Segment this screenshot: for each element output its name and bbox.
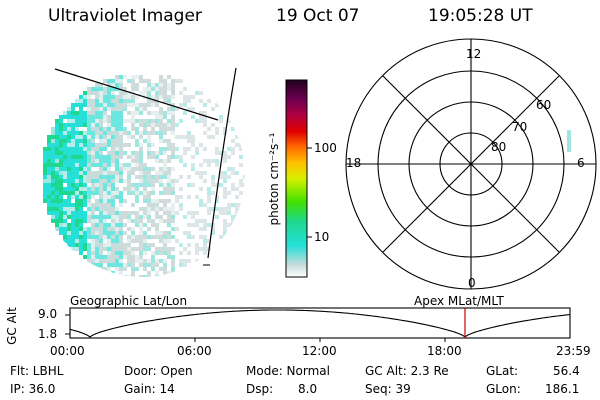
orbit-altitude-curve bbox=[69, 309, 571, 338]
glon-value: 186.1 bbox=[545, 382, 580, 396]
colorbar-label-10: 10 bbox=[314, 230, 330, 244]
x-tick-1800: 18:00 bbox=[427, 344, 462, 358]
gc-alt-axis-label: GC Alt bbox=[4, 307, 19, 345]
filter-status: Flt: LBHL bbox=[10, 364, 64, 378]
glat-value: 56.4 bbox=[553, 364, 580, 378]
x-tick-1200: 12:00 bbox=[302, 344, 337, 358]
mlat-mlt-polar-plot bbox=[345, 38, 597, 290]
ip-status: IP: 36.0 bbox=[10, 382, 56, 396]
lat-label-60: 60 bbox=[536, 98, 552, 112]
mlt-label-6: 6 bbox=[577, 156, 585, 170]
auroral-image bbox=[39, 71, 245, 277]
geographic-label: Geographic Lat/Lon bbox=[70, 294, 188, 308]
door-status: Door: Open bbox=[124, 364, 193, 378]
apex-label: Apex MLat/MLT bbox=[414, 294, 504, 308]
glon-label: GLon: bbox=[486, 382, 521, 396]
mlt-label-18: 18 bbox=[346, 156, 362, 170]
dsp-value: 8.0 bbox=[298, 382, 318, 396]
x-tick-0000: 00:00 bbox=[50, 344, 85, 358]
x-tick-2359: 23:59 bbox=[556, 344, 591, 358]
gain-status: Gain: 14 bbox=[124, 382, 175, 396]
date-label: 19 Oct 07 bbox=[276, 6, 360, 26]
limb-line bbox=[207, 67, 237, 259]
colorbar-label-100: 100 bbox=[314, 141, 337, 155]
mode-status: Mode: Normal bbox=[246, 364, 330, 378]
timeline-ticks bbox=[65, 314, 446, 342]
colorbar-unit-label: photon cm⁻²s⁻¹ bbox=[267, 132, 281, 226]
time-label: 19:05:28 UT bbox=[428, 6, 533, 26]
color-bar bbox=[285, 79, 308, 278]
dsp-label: Dsp: bbox=[246, 382, 274, 396]
lat-label-70: 70 bbox=[512, 120, 528, 134]
glat-label: GLat: bbox=[486, 364, 519, 378]
instrument-title: Ultraviolet Imager bbox=[48, 6, 202, 26]
mlt-label-0: 0 bbox=[468, 276, 476, 290]
x-tick-0600: 06:00 bbox=[177, 344, 212, 358]
seq-status: Seq: 39 bbox=[365, 382, 411, 396]
y-tick-9: 9.0 bbox=[38, 307, 58, 321]
lat-label-80: 80 bbox=[491, 140, 507, 154]
mlt-label-12: 12 bbox=[466, 47, 482, 61]
y-tick-1-8: 1.8 bbox=[38, 327, 58, 341]
timeline-panel bbox=[69, 307, 571, 339]
polar-edge-emission bbox=[567, 130, 571, 152]
gc-alt-status: GC Alt: 2.3 Re bbox=[365, 364, 449, 378]
terminator-line bbox=[54, 68, 219, 121]
